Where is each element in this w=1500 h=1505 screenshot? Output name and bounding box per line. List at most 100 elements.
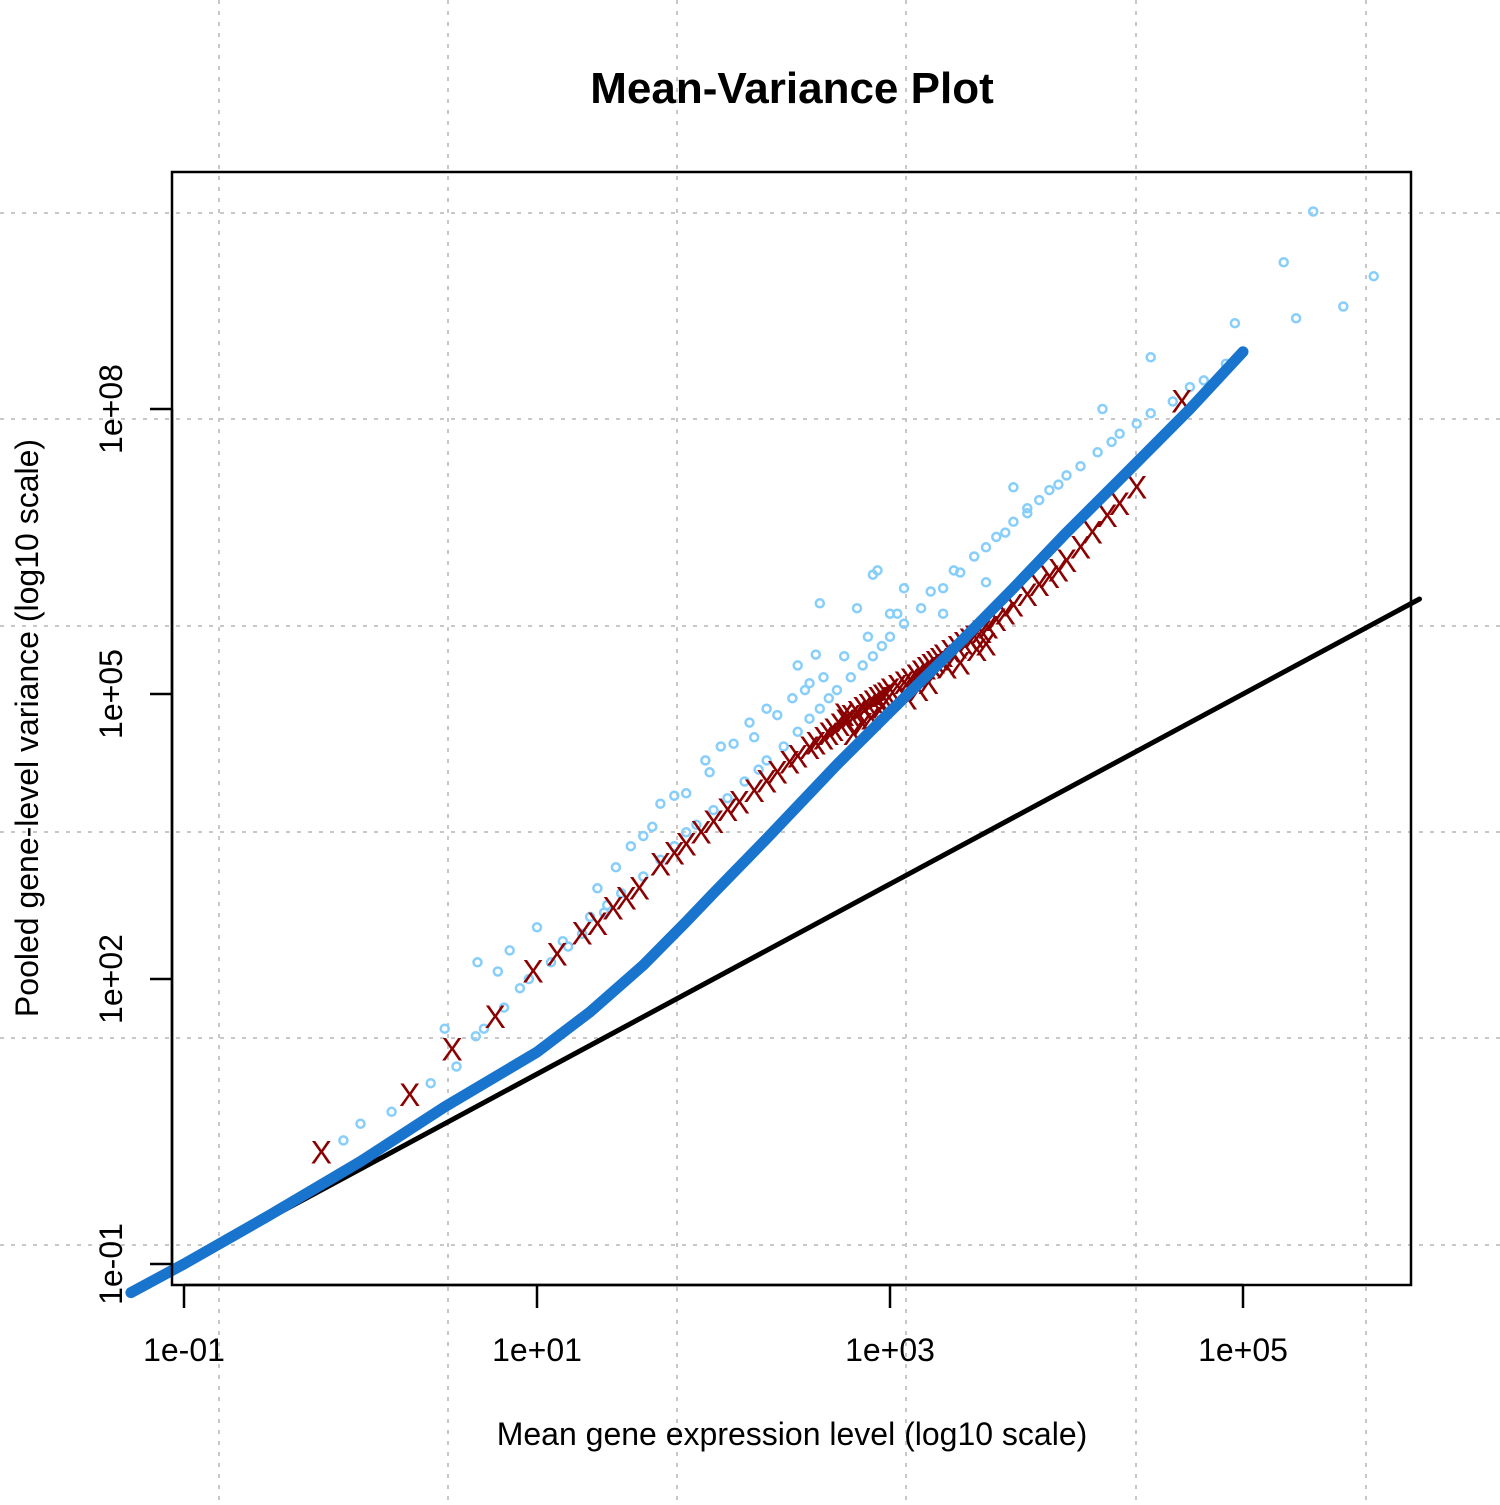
x-tick-label: 1e+01 bbox=[492, 1332, 582, 1368]
data-point-circle bbox=[1008, 516, 1019, 528]
data-point-x-marker: X bbox=[485, 999, 506, 1035]
data-point-x-marker: X bbox=[823, 712, 844, 748]
data-point-x-marker: X bbox=[717, 792, 738, 828]
data-point-circle bbox=[814, 703, 826, 714]
y-tick-label: 1e+08 bbox=[93, 364, 129, 454]
data-point-circle bbox=[1075, 460, 1086, 472]
data-point-circle bbox=[810, 649, 822, 660]
data-point-circle bbox=[818, 672, 829, 683]
data-point-circle bbox=[787, 693, 798, 704]
y-tick-label: 1e+02 bbox=[93, 934, 129, 1024]
data-point-circle bbox=[980, 577, 992, 588]
data-point-circle bbox=[898, 618, 910, 629]
data-point-circle bbox=[708, 804, 719, 816]
data-point-x-marker: X bbox=[703, 804, 724, 840]
data-point-x-marker: X bbox=[835, 703, 856, 739]
data-point-circle bbox=[1106, 436, 1117, 448]
x-tick-label: 1e+03 bbox=[845, 1332, 935, 1368]
x-axis-label: Mean gene expression level (log10 scale) bbox=[497, 1416, 1088, 1452]
data-point-circle bbox=[386, 1106, 397, 1118]
data-point-x-marker: X bbox=[587, 906, 608, 942]
data-point-circle bbox=[925, 586, 936, 597]
data-point-x-marker: X bbox=[852, 691, 873, 727]
data-point-circle bbox=[823, 693, 835, 704]
data-point-circle bbox=[669, 790, 680, 801]
data-point-x-marker: X bbox=[1048, 552, 1069, 588]
data-point-circle bbox=[744, 717, 755, 728]
data-point-circle bbox=[753, 764, 764, 775]
data-point-circle bbox=[884, 631, 896, 643]
data-point-circle bbox=[439, 1023, 450, 1034]
data-point-circle bbox=[1044, 484, 1055, 496]
data-point-circle bbox=[584, 911, 596, 923]
data-point-x-marker: X bbox=[975, 627, 996, 663]
data-point-x-marker: X bbox=[834, 697, 855, 733]
data-point-x-marker: X bbox=[1070, 529, 1091, 565]
data-point-circle bbox=[1368, 270, 1379, 282]
data-point-circle bbox=[722, 792, 733, 804]
data-point-circle bbox=[625, 840, 637, 852]
data-point-circle bbox=[1307, 206, 1319, 217]
data-point-circle bbox=[610, 862, 622, 873]
y-tick-label: 1e+05 bbox=[93, 649, 129, 739]
data-point-circle bbox=[831, 684, 843, 696]
data-point-circle bbox=[748, 732, 760, 743]
data-point-circle bbox=[655, 798, 666, 809]
data-point-circle bbox=[1022, 503, 1033, 514]
data-point-circle bbox=[937, 582, 949, 594]
data-point-circle bbox=[845, 672, 857, 683]
data-point-circle bbox=[772, 709, 783, 721]
data-point-circle bbox=[1145, 352, 1156, 363]
x-tick-label: 1e+05 bbox=[1198, 1332, 1288, 1368]
reference-line bbox=[128, 596, 1422, 1296]
data-point-circle bbox=[937, 608, 949, 619]
data-point-circle bbox=[355, 1118, 366, 1129]
data-point-circle bbox=[1033, 494, 1045, 506]
data-point-circle bbox=[1053, 479, 1064, 490]
data-point-circle bbox=[647, 821, 658, 833]
data-point-circle bbox=[872, 565, 883, 576]
data-point-circle bbox=[655, 854, 666, 865]
data-point-circle bbox=[545, 957, 557, 968]
data-point-circle bbox=[700, 755, 711, 766]
data-point-x-marker: X bbox=[676, 827, 697, 863]
data-point-x-marker: X bbox=[616, 881, 637, 917]
data-point-x-marker: X bbox=[690, 814, 711, 850]
data-point-circle bbox=[669, 840, 680, 852]
data-point-circle bbox=[576, 928, 588, 939]
data-point-x-marker: X bbox=[756, 764, 777, 800]
data-point-x-marker: X bbox=[546, 937, 567, 973]
data-point-x-marker: X bbox=[966, 632, 987, 668]
data-point-circle bbox=[739, 776, 750, 787]
data-point-circle bbox=[1131, 418, 1142, 429]
data-point-circle bbox=[715, 741, 727, 752]
data-point-circle bbox=[680, 827, 692, 838]
data-point-circle bbox=[761, 703, 772, 714]
data-point-circle bbox=[638, 830, 649, 842]
data-point-circle bbox=[592, 883, 603, 894]
data-point-circle bbox=[1092, 447, 1103, 458]
data-point-circle bbox=[838, 650, 850, 662]
data-point-circle bbox=[898, 582, 910, 594]
data-point-circle bbox=[915, 602, 927, 614]
chart-title: Mean-Variance Plot bbox=[590, 64, 994, 113]
data-point-x-marker: X bbox=[311, 1134, 332, 1170]
data-point-circle bbox=[523, 973, 535, 985]
data-point-circle bbox=[557, 935, 569, 947]
data-point-circle bbox=[691, 819, 702, 831]
data-point-x-marker: X bbox=[829, 707, 850, 743]
data-point-x-marker: X bbox=[787, 739, 808, 775]
data-point-circle bbox=[1145, 408, 1156, 419]
data-point-circle bbox=[1167, 396, 1179, 407]
data-point-circle bbox=[804, 677, 815, 689]
data-point-circle bbox=[857, 660, 868, 671]
data-point-x-marker: X bbox=[767, 754, 788, 790]
data-point-x-marker: X bbox=[441, 1032, 462, 1068]
data-point-circle bbox=[1290, 313, 1302, 324]
data-point-circle bbox=[892, 608, 903, 619]
data-point-circle bbox=[470, 1030, 482, 1042]
data-point-x-marker: X bbox=[602, 891, 623, 927]
data-point-x-marker: X bbox=[1109, 486, 1130, 522]
